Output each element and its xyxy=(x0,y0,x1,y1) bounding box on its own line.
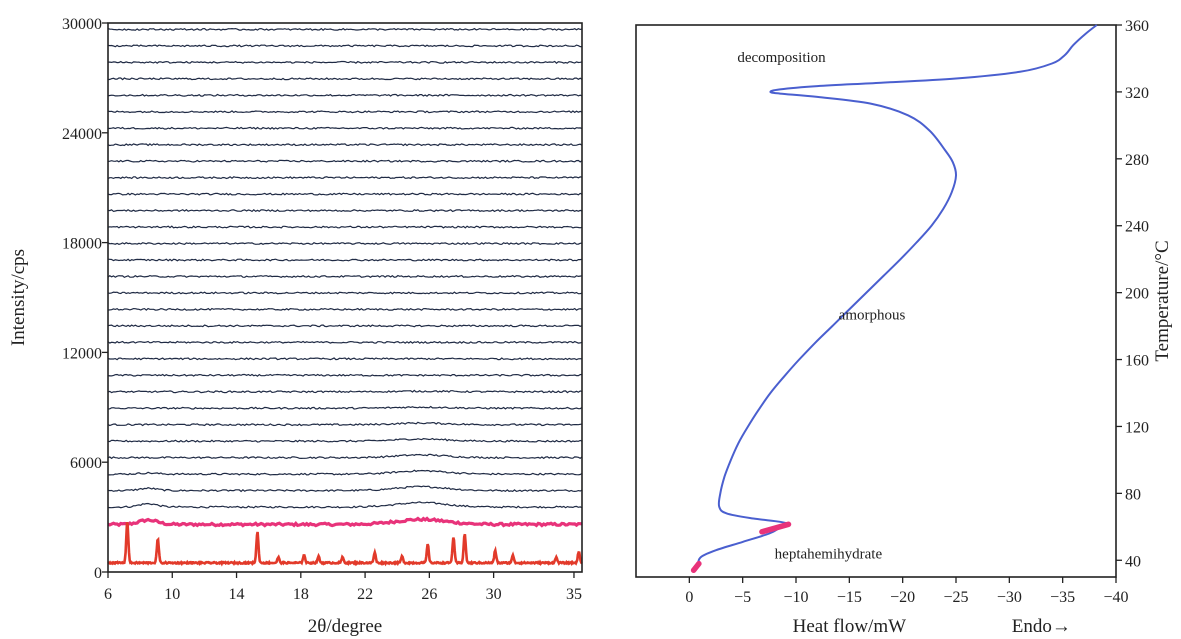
dsc-x-tick-label: −30 xyxy=(997,589,1022,606)
xrd-trace-15 xyxy=(107,274,583,279)
xrd-x-tick-label: 18 xyxy=(293,586,309,603)
xrd-trace-2 xyxy=(107,485,583,493)
dsc-annotation-1: amorphous xyxy=(839,307,906,323)
xrd-y-tick-label: 6000 xyxy=(70,455,102,472)
dsc-y-tick-label: 200 xyxy=(1125,286,1149,303)
xrd-trace-9 xyxy=(107,373,583,377)
xrd-trace-18 xyxy=(107,225,583,229)
xrd-trace-17 xyxy=(107,242,583,246)
dsc-curve xyxy=(694,24,1098,571)
xrd-trace-27 xyxy=(107,77,583,81)
xrd-trace-29 xyxy=(107,44,583,48)
dsc-x-tick-label: −20 xyxy=(890,589,915,606)
xrd-trace-28 xyxy=(108,60,583,64)
dsc-highlight-1 xyxy=(759,521,792,535)
dsc-y-tick-label: 120 xyxy=(1125,419,1149,436)
xrd-trace-8 xyxy=(107,389,583,394)
dsc-x-tick-label: −40 xyxy=(1103,589,1128,606)
dsc-annotation-0: decomposition xyxy=(737,50,826,66)
xrd-panel: 6 10 14 18 22 26 30 35 0 6000 12000 18000 24000 3000… xyxy=(8,16,583,637)
xrd-x-tick-label: 22 xyxy=(357,586,373,603)
dsc-x-tick-label: −35 xyxy=(1050,589,1075,606)
dsc-x-axis-label: Heat flow/mW xyxy=(793,616,907,637)
dsc-endo-label: Endo→ xyxy=(1012,616,1071,637)
xrd-x-axis-label: 2θ/degree xyxy=(308,616,383,637)
xrd-y-tick-label: 18000 xyxy=(62,236,102,253)
dsc-annotation-2: heptahemihydrate xyxy=(775,547,883,563)
dsc-y-tick-label: 240 xyxy=(1125,219,1149,236)
dsc-y-tick-label: 360 xyxy=(1125,18,1149,35)
xrd-plot-frame xyxy=(107,22,583,573)
dsc-x-tick-label: 0 xyxy=(685,589,693,606)
xrd-y-tick-label: 30000 xyxy=(62,16,102,33)
xrd-trace-26 xyxy=(107,93,583,97)
xrd-trace-4 xyxy=(107,453,583,460)
xrd-trace-1 xyxy=(107,501,583,509)
xrd-trace-pink xyxy=(107,516,583,528)
dsc-x-tick-label: −10 xyxy=(783,589,808,606)
dsc-x-ticks: 0 −5 −10 −15 −20 −25 −30 −35 −40 xyxy=(685,577,1129,606)
xrd-trace-14 xyxy=(107,291,583,295)
xrd-y-tick-label: 12000 xyxy=(62,345,102,362)
xrd-trace-20 xyxy=(107,192,583,196)
xrd-y-axis-label: Intensity/cps xyxy=(8,249,29,346)
xrd-trace-13 xyxy=(107,307,583,311)
xrd-trace-3 xyxy=(108,469,583,476)
dsc-y-axis-label: Temperature/°C xyxy=(1152,240,1173,361)
xrd-x-tick-label: 10 xyxy=(164,586,180,603)
xrd-y-ticks: 0 6000 12000 18000 24000 30000 xyxy=(62,16,108,582)
xrd-traces xyxy=(107,27,583,567)
xrd-trace-11 xyxy=(107,340,583,344)
xrd-trace-22 xyxy=(107,159,583,163)
dsc-y-tick-label: 40 xyxy=(1125,553,1141,570)
dsc-plot-frame xyxy=(635,24,1117,578)
xrd-trace-10 xyxy=(107,357,583,361)
xrd-trace-crystalline xyxy=(107,521,583,567)
xrd-x-tick-label: 26 xyxy=(421,586,437,603)
dsc-panel: 0 −5 −10 −15 −20 −25 −30 −35 −40 40 80 120 160 200 24… xyxy=(635,18,1173,637)
xrd-trace-30 xyxy=(107,27,583,31)
xrd-x-tick-label: 35 xyxy=(566,586,582,603)
xrd-trace-25 xyxy=(107,110,583,114)
dsc-y-tick-label: 160 xyxy=(1125,353,1149,370)
dsc-y-ticks: 40 80 120 160 200 240 280 320 360 xyxy=(1116,18,1149,570)
dsc-y-tick-label: 280 xyxy=(1125,152,1149,169)
xrd-trace-21 xyxy=(107,176,583,180)
xrd-trace-6 xyxy=(107,421,583,427)
xrd-y-tick-label: 0 xyxy=(94,565,102,582)
xrd-x-tick-label: 14 xyxy=(229,586,245,603)
xrd-y-tick-label: 24000 xyxy=(62,126,102,143)
xrd-trace-5 xyxy=(107,437,583,443)
dsc-highlight-0 xyxy=(690,560,702,574)
xrd-trace-7 xyxy=(107,405,583,410)
dsc-x-tick-label: −15 xyxy=(837,589,862,606)
dsc-y-tick-label: 320 xyxy=(1125,85,1149,102)
xrd-x-tick-label: 30 xyxy=(486,586,502,603)
dsc-curve-group xyxy=(690,24,1098,574)
xrd-trace-16 xyxy=(107,258,583,262)
xrd-x-ticks: 6 10 14 18 22 26 30 35 xyxy=(104,572,582,603)
dsc-y-tick-label: 80 xyxy=(1125,486,1141,503)
dsc-x-tick-label: −25 xyxy=(943,589,968,606)
xrd-x-tick-label: 6 xyxy=(104,586,112,603)
xrd-trace-23 xyxy=(107,143,583,147)
xrd-trace-12 xyxy=(107,324,583,328)
xrd-trace-24 xyxy=(107,126,583,130)
dsc-x-tick-label: −5 xyxy=(734,589,751,606)
xrd-trace-19 xyxy=(107,209,583,213)
dsc-annotations: decomposition amorphous heptahemihydrate xyxy=(737,50,905,563)
